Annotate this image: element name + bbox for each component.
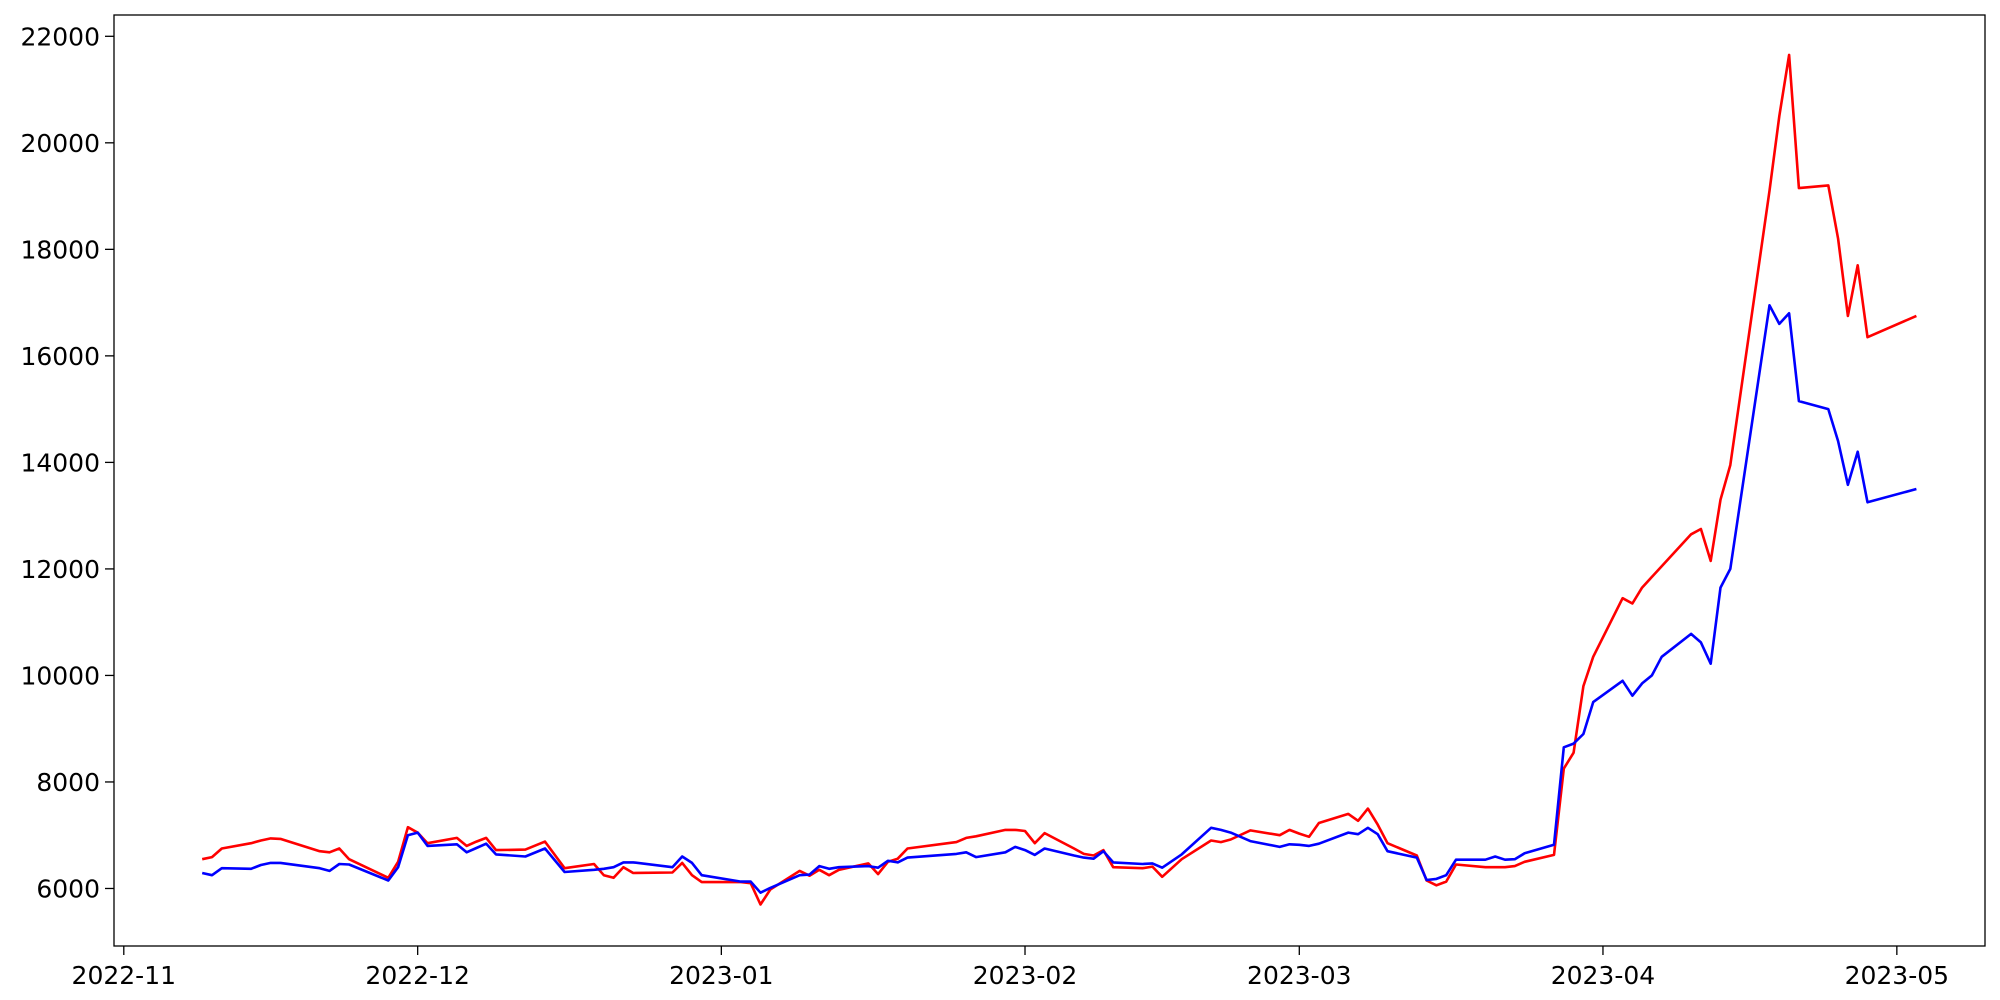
- y-tick-label: 20000: [20, 129, 100, 158]
- y-tick-label: 14000: [20, 448, 100, 477]
- series-line: [201, 303, 1917, 895]
- y-tick-label: 10000: [20, 661, 100, 690]
- x-tick-label: 2023-03: [1247, 961, 1351, 990]
- x-tick-label: 2023-01: [669, 961, 773, 990]
- y-tick-label: 16000: [20, 342, 100, 371]
- y-tick-label: 22000: [20, 22, 100, 51]
- x-tick-label: 2022-12: [365, 961, 469, 990]
- x-tick-label: 2022-11: [72, 961, 176, 990]
- series-line: [201, 53, 1917, 906]
- y-tick-label: 8000: [36, 768, 100, 797]
- x-tick-label: 2023-02: [973, 961, 1077, 990]
- y-tick-label: 18000: [20, 235, 100, 264]
- plot-frame: [113, 14, 1986, 947]
- y-tick-label: 6000: [36, 874, 100, 903]
- x-tick-label: 2023-04: [1551, 961, 1655, 990]
- y-tick-label: 12000: [20, 555, 100, 584]
- x-tick-label: 2023-05: [1845, 961, 1949, 990]
